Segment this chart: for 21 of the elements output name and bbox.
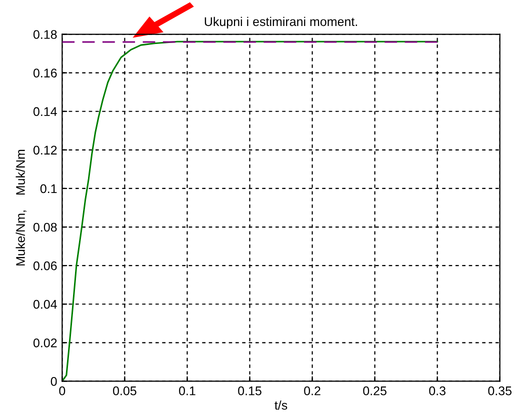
y-tick-label: 0.04 [33, 300, 57, 309]
x-tick-label: 0.3 [429, 386, 446, 396]
y-tick-label: 0.14 [33, 107, 57, 116]
y-tick-label: 0.16 [33, 68, 57, 78]
y-tick-label: 0.08 [33, 222, 57, 232]
x-tick-label: 0.1 [179, 386, 196, 396]
y-tick-label: 0.1 [40, 184, 57, 194]
x-tick-label: 0.15 [238, 386, 262, 396]
y-tick-label: 0.06 [33, 261, 57, 270]
y-tick-label: 0.12 [33, 146, 57, 155]
x-axis-title: t/s [274, 400, 288, 410]
x-tick-label: 0 [59, 386, 66, 396]
x-tick-label: 0.2 [304, 386, 320, 396]
y-tick-label: 0.02 [33, 338, 57, 348]
x-tick-label: 0.25 [363, 386, 386, 396]
x-tick-label: 0.05 [113, 386, 136, 396]
x-tick-label: 0.35 [488, 386, 512, 396]
chart-title: Ukupni i estimirani moment. [204, 16, 357, 29]
y-axis-title: Muke/Nm, Muk/Nm [16, 150, 26, 266]
y-tick-label: 0 [50, 377, 57, 386]
y-tick-label: 0.18 [33, 30, 57, 39]
